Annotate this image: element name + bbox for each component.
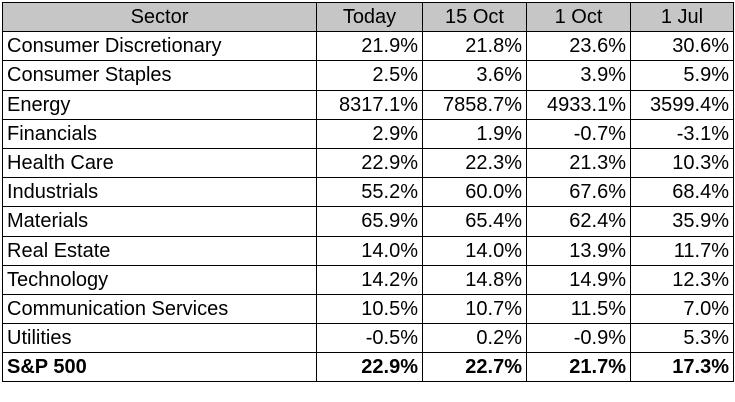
table-row: Financials 2.9% 1.9% -0.7% -3.1% — [2, 118, 734, 149]
column-header-1-oct: 1 Oct — [526, 1, 631, 33]
value-cell: 62.4% — [526, 206, 631, 237]
value-cell: 10.5% — [316, 293, 423, 325]
value-cell: 22.9% — [316, 147, 423, 179]
table-header-row: Sector Today 15 Oct 1 Oct 1 Jul — [2, 1, 734, 33]
column-header-15-oct: 15 Oct — [422, 1, 527, 33]
value-cell: 30.6% — [630, 31, 734, 62]
value-cell: 21.7% — [526, 352, 631, 383]
value-cell: 5.3% — [630, 323, 734, 354]
value-cell: 1.9% — [422, 118, 527, 149]
value-cell: 5.9% — [630, 60, 734, 91]
value-cell: 22.3% — [422, 147, 527, 179]
table-row: Industrials 55.2% 60.0% 67.6% 68.4% — [2, 177, 734, 208]
table-body: Consumer Discretionary 21.9% 21.8% 23.6% 30.… — [2, 31, 734, 383]
table-row: Health Care 22.9% 22.3% 21.3% 10.3% — [2, 147, 734, 179]
value-cell: 60.0% — [422, 177, 527, 208]
value-cell: 23.6% — [526, 31, 631, 62]
sector-growth-table: Sector Today 15 Oct 1 Oct 1 Jul Consumer… — [2, 1, 734, 383]
value-cell: 3599.4% — [630, 89, 734, 120]
value-cell: 7858.7% — [422, 89, 527, 120]
value-cell: -0.9% — [526, 323, 631, 354]
value-cell: 21.9% — [316, 31, 423, 62]
sector-name-cell: Health Care — [2, 147, 317, 179]
sector-name-cell: Technology — [2, 264, 317, 295]
value-cell: 68.4% — [630, 177, 734, 208]
value-cell: 13.9% — [526, 235, 631, 266]
sector-name-cell: Industrials — [2, 177, 317, 208]
table-row: Communication Services 10.5% 10.7% 11.5% 7.0… — [2, 293, 734, 325]
value-cell: 65.4% — [422, 206, 527, 237]
value-cell: 4933.1% — [526, 89, 631, 120]
sector-name-cell: Consumer Discretionary — [2, 31, 317, 62]
value-cell: 17.3% — [630, 352, 734, 383]
table-row: Materials 65.9% 65.4% 62.4% 35.9% — [2, 206, 734, 237]
table-row: Consumer Discretionary 21.9% 21.8% 23.6% 30.… — [2, 31, 734, 62]
table-row: Real Estate 14.0% 14.0% 13.9% 11.7% — [2, 235, 734, 266]
sector-name-cell: Communication Services — [2, 293, 317, 325]
value-cell: 22.7% — [422, 352, 527, 383]
sector-name-cell: Consumer Staples — [2, 60, 317, 91]
sector-name-cell: Materials — [2, 206, 317, 237]
sector-table-container: Sector Today 15 Oct 1 Oct 1 Jul Consumer… — [2, 1, 734, 383]
value-cell: 67.6% — [526, 177, 631, 208]
value-cell: 14.0% — [422, 235, 527, 266]
column-header-today: Today — [316, 1, 423, 33]
value-cell: 10.3% — [630, 147, 734, 179]
value-cell: 12.3% — [630, 264, 734, 295]
sector-name-cell: Financials — [2, 118, 317, 149]
value-cell: 21.3% — [526, 147, 631, 179]
value-cell: 2.5% — [316, 60, 423, 91]
value-cell: 2.9% — [316, 118, 423, 149]
value-cell: 14.8% — [422, 264, 527, 295]
value-cell: 3.9% — [526, 60, 631, 91]
value-cell: -0.7% — [526, 118, 631, 149]
value-cell: 14.9% — [526, 264, 631, 295]
value-cell: 10.7% — [422, 293, 527, 325]
value-cell: 11.7% — [630, 235, 734, 266]
value-cell: 65.9% — [316, 206, 423, 237]
value-cell: 3.6% — [422, 60, 527, 91]
sector-name-cell: Energy — [2, 89, 317, 120]
table-row: Consumer Staples 2.5% 3.6% 3.9% 5.9% — [2, 60, 734, 91]
value-cell: 0.2% — [422, 323, 527, 354]
value-cell: -0.5% — [316, 323, 423, 354]
table-row: Energy 8317.1% 7858.7% 4933.1% 3599.4% — [2, 89, 734, 120]
value-cell: 55.2% — [316, 177, 423, 208]
value-cell: 22.9% — [316, 352, 423, 383]
value-cell: 35.9% — [630, 206, 734, 237]
value-cell: 11.5% — [526, 293, 631, 325]
sector-name-cell: S&P 500 — [2, 352, 317, 383]
column-header-sector: Sector — [2, 1, 317, 33]
sector-name-cell: Utilities — [2, 323, 317, 354]
value-cell: 8317.1% — [316, 89, 423, 120]
value-cell: 7.0% — [630, 293, 734, 325]
value-cell: -3.1% — [630, 118, 734, 149]
table-total-row: S&P 500 22.9% 22.7% 21.7% 17.3% — [2, 352, 734, 383]
table-row: Technology 14.2% 14.8% 14.9% 12.3% — [2, 264, 734, 295]
sector-name-cell: Real Estate — [2, 235, 317, 266]
column-header-1-jul: 1 Jul — [630, 1, 734, 33]
value-cell: 14.0% — [316, 235, 423, 266]
value-cell: 21.8% — [422, 31, 527, 62]
value-cell: 14.2% — [316, 264, 423, 295]
table-row: Utilities -0.5% 0.2% -0.9% 5.3% — [2, 323, 734, 354]
